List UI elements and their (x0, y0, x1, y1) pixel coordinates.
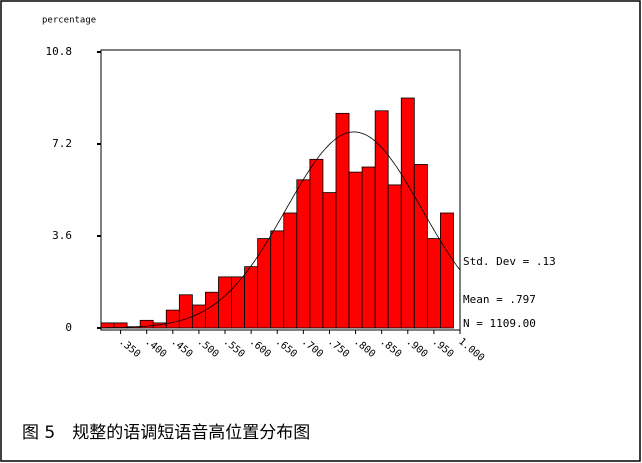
bar (218, 276, 232, 329)
bar (400, 97, 415, 329)
plot-frame (100, 49, 461, 331)
y-tick-label: 10.8 (46, 45, 73, 58)
bar (413, 164, 428, 329)
bar (426, 238, 441, 329)
y-tick-label: 7.2 (52, 137, 72, 150)
y-tick-label: 3.6 (52, 229, 72, 242)
stat-n: N = 1109.00 (463, 317, 536, 330)
x-tick-label: .450 (169, 336, 195, 360)
bar (165, 309, 180, 329)
bar (322, 192, 337, 329)
x-tick-label: .800 (352, 336, 378, 360)
bar (348, 171, 363, 329)
bar (244, 266, 259, 329)
bar (113, 322, 128, 329)
x-tick-label: .950 (430, 336, 456, 360)
bar (270, 230, 285, 329)
y-tick-label: 0 (65, 321, 72, 334)
y-axis-title: percentage (42, 16, 96, 26)
x-tick-label: .650 (273, 336, 299, 360)
x-tick-label: .550 (221, 336, 247, 360)
x-tick-label: .750 (326, 336, 352, 360)
caption: 图 5 规整的语调短语音高位置分布图 (22, 423, 310, 443)
stat-mean: Mean = .797 (463, 293, 536, 306)
bar (335, 112, 350, 329)
x-tick-label: .350 (117, 336, 143, 360)
x-tick-label: .700 (299, 336, 325, 360)
bar (191, 304, 206, 329)
bar (387, 184, 402, 329)
x-tick-label: .500 (195, 336, 221, 360)
bar (361, 166, 376, 329)
x-tick-label: .600 (247, 336, 273, 360)
bar (309, 158, 324, 329)
x-tick-label: .400 (143, 336, 169, 360)
x-tick-label: .850 (378, 336, 404, 360)
x-tick-label: .900 (404, 336, 430, 360)
bar (283, 212, 298, 329)
stat-std-dev: Std. Dev = .13 (463, 255, 556, 268)
bar (205, 291, 219, 329)
bar (440, 212, 454, 329)
bar (178, 294, 193, 329)
bar (257, 238, 272, 329)
x-tick-label: 1.000 (456, 336, 486, 364)
bar (296, 179, 311, 329)
normal-curve (101, 131, 461, 329)
bar (100, 322, 115, 329)
bar (231, 276, 246, 329)
